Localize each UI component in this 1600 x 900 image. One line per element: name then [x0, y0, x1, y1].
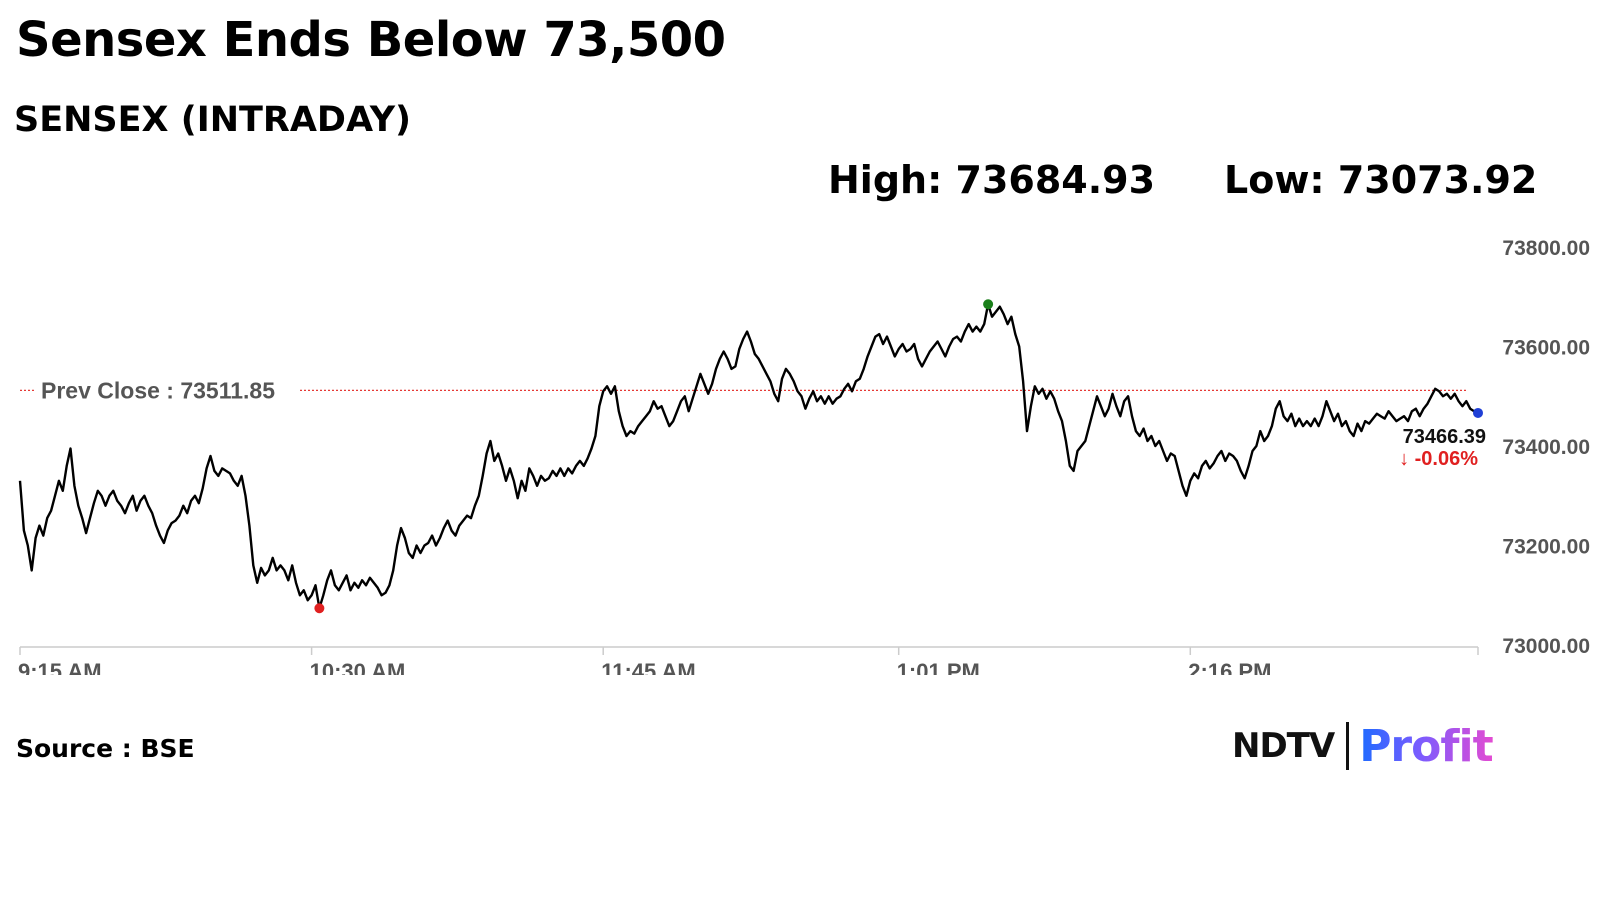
prev-close-label-bg [34, 372, 300, 407]
logo-ndtv-text: NDTV [1232, 726, 1335, 766]
prev-close-label: Prev Close : 73511.85 [41, 377, 275, 403]
last-price-label: 73466.39 [1403, 426, 1486, 448]
x-tick-label: 9:15 AM [18, 659, 102, 675]
x-tick-label: 10:30 AM [310, 659, 406, 675]
y-tick-label: 73200.00 [1502, 536, 1590, 559]
y-tick-label: 73400.00 [1502, 436, 1590, 459]
day-high-label: High: 73684.93 [828, 158, 1156, 202]
sensex-price-line [18, 302, 1479, 610]
day-high-marker [983, 299, 994, 310]
last-price-marker [1473, 407, 1483, 418]
chart-subtitle: SENSEX (INTRADAY) [14, 100, 412, 140]
intraday-line-chart: 9:15 AM 10:30 AM 11:45 AM 1:01 PM 2:16 PM 730… [18, 237, 1590, 675]
last-change-label: ↓ -0.06% [1399, 448, 1478, 470]
y-tick-label: 73600.00 [1502, 337, 1590, 360]
x-tick-label: 11:45 AM [601, 659, 696, 675]
logo-divider [1346, 722, 1350, 770]
source-note: Source : BSE [16, 734, 195, 763]
y-tick-label: 73000.00 [1502, 635, 1590, 658]
y-tick-label: 73800.00 [1502, 237, 1590, 260]
logo-profit-text: Profit [1359, 720, 1493, 772]
x-tick-label: 2:16 PM [1188, 659, 1271, 675]
day-low-marker [314, 603, 325, 614]
day-low-label: Low: 73073.92 [1224, 158, 1538, 202]
headline: Sensex Ends Below 73,500 [16, 12, 726, 68]
x-tick-label: 1:01 PM [897, 659, 980, 675]
ndtv-profit-logo: NDTV Profit [1232, 718, 1494, 774]
